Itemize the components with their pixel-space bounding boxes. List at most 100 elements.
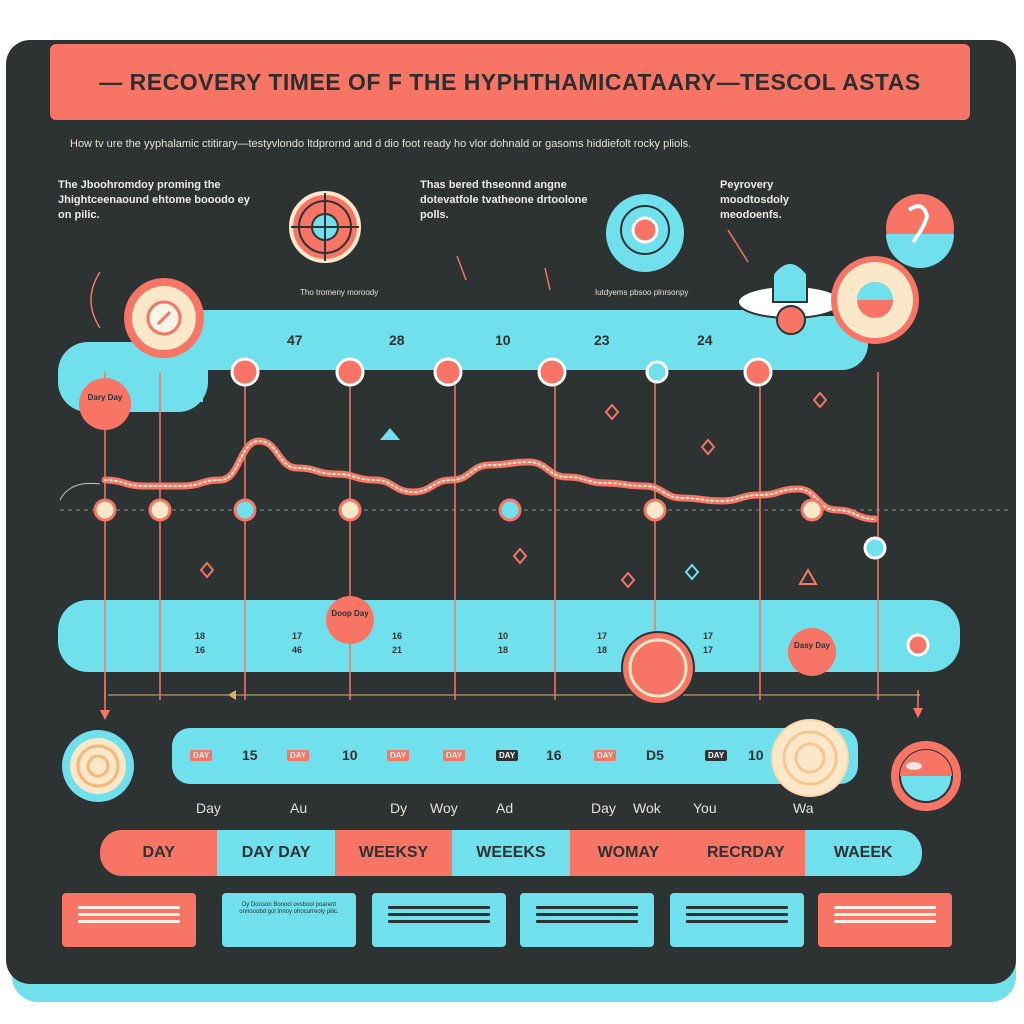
- tab-weeksy[interactable]: WEEKSY: [334, 830, 453, 876]
- sparkle-icon: [812, 391, 828, 409]
- day-word-3: Dy: [390, 800, 408, 816]
- badge-mid: Doop Day: [331, 609, 369, 618]
- badge-right: Dasy Day: [793, 641, 831, 650]
- top-value-1: 47: [287, 332, 303, 348]
- day-word-5: Ad: [496, 800, 514, 816]
- tab-day[interactable]: DAY: [100, 830, 218, 876]
- bottom-chip-2: DAY: [287, 750, 310, 761]
- chart-right-marker: [906, 633, 930, 657]
- tab-waeek[interactable]: WAEEK: [804, 830, 922, 876]
- chart-top-marker: [743, 357, 773, 387]
- info-card-2-text: Dy Dooson Bonocl ovsbool poarent onnooob…: [239, 902, 339, 915]
- info-card-5: [670, 893, 804, 947]
- chart-point: [233, 498, 257, 522]
- chart-point: [643, 498, 667, 522]
- target-icon: [289, 191, 361, 263]
- bottom-chip-6: DAY: [594, 750, 617, 761]
- top-value-4: 23: [594, 332, 610, 348]
- top-value-2: 28: [389, 332, 405, 348]
- info-card-1: [62, 893, 196, 947]
- clock-icon: [886, 194, 954, 268]
- chart-top-marker: [335, 357, 365, 387]
- bottom-value-3: 16: [546, 747, 562, 763]
- pill-badge-bottom-right: [889, 739, 963, 813]
- chart-point: [148, 498, 172, 522]
- mid-value-4b: 18: [498, 645, 509, 655]
- tab-recrday[interactable]: RECRDAY: [687, 830, 805, 876]
- mid-value-3b: 21: [392, 645, 403, 655]
- sparkle-icon: [604, 403, 620, 421]
- mid-value-3a: 16: [392, 631, 403, 641]
- sparkle-icon: [684, 563, 700, 581]
- ring-badge-mid: [621, 631, 695, 705]
- bottom-value-4: D5: [646, 747, 664, 763]
- target-badge-top-left: [124, 278, 204, 358]
- mid-value-6a: 17: [703, 631, 714, 641]
- ring-badge-bottom-left: [62, 730, 134, 802]
- info-card-2: Dy Dooson Bonocl ovsbool poarent onnooob…: [222, 893, 356, 947]
- day-word-8: You: [693, 800, 717, 816]
- badge-left-icon: [79, 378, 131, 430]
- sparkle-icon: [620, 571, 636, 589]
- badge-right-icon: [788, 628, 836, 676]
- page-title: — RECOVERY TIMEE OF F THE HYPHTHAMICATAA…: [50, 44, 970, 120]
- sparkle-icon: [700, 438, 716, 456]
- bottom-chip-7: DAY: [705, 750, 728, 761]
- chart-top-marker: [230, 357, 260, 387]
- day-word-6: Day: [591, 800, 616, 816]
- bottom-value-1: 15: [242, 747, 258, 763]
- day-word-1: Day: [196, 800, 221, 816]
- mid-value-5a: 17: [597, 631, 608, 641]
- bottom-chip-4: DAY: [443, 750, 466, 761]
- day-word-9: Wa: [793, 800, 814, 816]
- chart-top-marker: [537, 357, 567, 387]
- bottom-chip-5: DAY: [496, 750, 519, 761]
- mid-value-6b: 17: [703, 645, 714, 655]
- note-middle: Thas bered thseonnd angne dotevatfole tv…: [420, 179, 588, 221]
- subtitle: How tv ure the yyphalamic ctitirary—test…: [70, 138, 692, 150]
- info-card-6: [818, 893, 952, 947]
- mid-value-1b: 16: [195, 645, 206, 655]
- chart-point: [93, 498, 117, 522]
- note-right: Peyrovery moodtosdoly meodoenfs.: [720, 179, 790, 221]
- triangle-icon: [798, 567, 818, 585]
- caption-left: Tho tromeny moroody: [300, 288, 379, 297]
- bottom-value-5: 10: [748, 747, 764, 763]
- caption-right: Iutdyems pbsoo plnrsonpy: [595, 288, 689, 297]
- top-value-5: 24: [697, 332, 713, 348]
- chart-point: [338, 498, 362, 522]
- period-tabs: DAY DAY DAY WEEKSY WEEEKS WOMAY RECRDAY …: [100, 830, 922, 876]
- sparkle-icon: [512, 547, 528, 565]
- disc-icon: [604, 192, 686, 274]
- info-card-4: [520, 893, 654, 947]
- mid-value-2b: 46: [292, 645, 303, 655]
- bottom-chip-1: DAY: [190, 750, 213, 761]
- day-word-7: Wok: [633, 800, 661, 816]
- info-card-3: [372, 893, 506, 947]
- sparkle-icon: [199, 561, 215, 579]
- pill-badge-top-right: [737, 256, 919, 344]
- bottom-value-2: 10: [342, 747, 358, 763]
- bottom-chip-3: DAY: [387, 750, 410, 761]
- day-word-4: Woy: [430, 800, 458, 816]
- tab-womay[interactable]: WOMAY: [569, 830, 688, 876]
- badge-mid-icon: [326, 596, 374, 644]
- chart-point: [800, 498, 824, 522]
- badge-left: Dary Day: [87, 393, 123, 402]
- day-word-2: Au: [290, 800, 308, 816]
- chart-end-point: [863, 536, 887, 560]
- mid-value-1a: 18: [195, 631, 206, 641]
- chart-top-marker: [433, 357, 463, 387]
- top-bar: [172, 310, 792, 370]
- ring-badge-bottom-mid: [771, 719, 849, 797]
- mid-value-4a: 10: [498, 631, 509, 641]
- top-value-3: 10: [495, 332, 511, 348]
- mid-value-5b: 18: [597, 645, 608, 655]
- chart-point: [498, 498, 522, 522]
- triangle-icon: [380, 428, 400, 440]
- note-left: The Jboohromdoy proming the Jhightceenao…: [58, 179, 250, 221]
- mid-value-2a: 17: [292, 631, 303, 641]
- tab-day-day[interactable]: DAY DAY: [217, 830, 335, 876]
- tab-weeeks[interactable]: WEEEKS: [452, 830, 570, 876]
- chart-top-marker: [645, 360, 669, 384]
